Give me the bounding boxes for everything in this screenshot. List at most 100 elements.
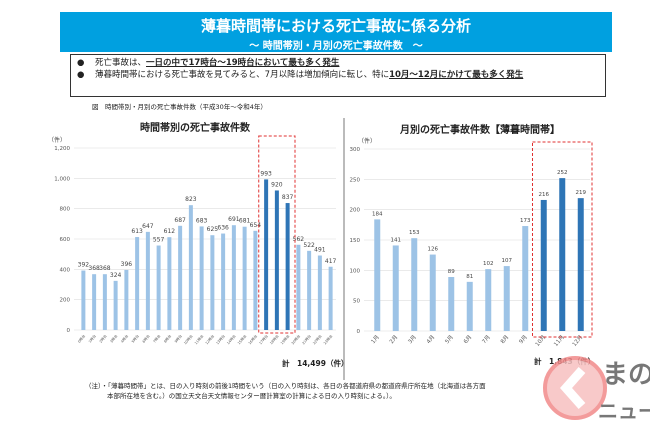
x-tick-label: 4時台 xyxy=(119,333,129,344)
bar xyxy=(328,266,333,330)
page-title: 薄暮時間帯における死亡事故に係る分析 xyxy=(200,17,471,35)
summary-box: 死亡事故は、一日の中で17時台～19時台において最も多く発生 薄暮時間帯における… xyxy=(70,54,606,97)
bar xyxy=(522,226,529,331)
page-header: 薄暮時間帯における死亡事故に係る分析 ～ 時間帯別・月別の死亡事故件数 ～ xyxy=(60,12,612,52)
data-label: 920 xyxy=(271,181,283,188)
bar xyxy=(485,269,492,331)
x-tick-label: 17時台 xyxy=(258,333,270,345)
data-label: 368 xyxy=(99,265,111,272)
x-tick-label: 16時台 xyxy=(247,333,259,345)
bullet-emphasis: 一日の中で17時台～19時台において最も多く発生 xyxy=(146,58,340,68)
bar xyxy=(242,226,247,330)
x-tick-label: 6月 xyxy=(462,334,473,345)
data-label: 613 xyxy=(131,228,143,235)
x-tick-label: 4月 xyxy=(425,334,436,345)
y-tick-label: 200 xyxy=(60,298,71,304)
x-tick-label: 5時台 xyxy=(130,333,140,344)
bar xyxy=(411,238,418,331)
bar xyxy=(92,274,97,330)
data-label: 683 xyxy=(196,217,208,224)
bullet-text: 死亡事故は、 xyxy=(95,58,147,68)
bar xyxy=(102,274,107,330)
data-label: 823 xyxy=(185,196,197,203)
highlight-box xyxy=(532,141,593,338)
x-tick-label: 12時台 xyxy=(204,333,216,345)
bar xyxy=(448,277,455,331)
x-tick-label: 1時台 xyxy=(87,333,97,344)
y-tick-label: 100 xyxy=(350,268,361,274)
data-label: 612 xyxy=(164,228,176,235)
x-tick-label: 5月 xyxy=(444,334,455,345)
data-label: 396 xyxy=(121,261,133,268)
bar xyxy=(81,270,86,330)
bar xyxy=(466,281,473,331)
bar xyxy=(221,233,226,330)
bar xyxy=(577,198,584,331)
bar xyxy=(231,225,236,330)
bar xyxy=(253,230,258,330)
x-tick-label: 3月 xyxy=(407,334,418,345)
y-tick-label: 0 xyxy=(357,329,361,335)
bullet-emphasis: 10月～12月にかけて最も多く発生 xyxy=(389,70,524,80)
x-tick-label: 19時台 xyxy=(279,333,291,345)
bar xyxy=(540,199,547,331)
data-label: 219 xyxy=(576,190,587,196)
data-label: 368 xyxy=(88,265,100,272)
bar xyxy=(392,245,399,331)
data-label: 89 xyxy=(448,269,455,275)
x-tick-label: 23時台 xyxy=(322,333,334,345)
data-label: 654 xyxy=(250,222,262,229)
data-label: 126 xyxy=(428,247,439,253)
bar xyxy=(374,219,381,331)
bar xyxy=(156,245,161,330)
data-label: 184 xyxy=(372,211,383,217)
bar xyxy=(210,235,215,330)
footnote: （注）・「薄暮時間帯」とは、日の入り時刻の前後1時間をいう（日の入り時刻は、各日… xyxy=(85,381,530,401)
y-axis-label: （件） xyxy=(358,137,376,145)
x-tick-label: 20時台 xyxy=(290,333,302,345)
footnote-line-1: （注）・「薄暮時間帯」とは、日の入り時刻の前後1時間をいう（日の入り時刻は、各日… xyxy=(85,382,486,390)
data-label: 141 xyxy=(391,237,402,243)
bar xyxy=(145,231,150,330)
data-label: 636 xyxy=(217,225,229,232)
y-tick-label: 1,000 xyxy=(54,176,70,182)
x-tick-label: 9時台 xyxy=(173,333,183,344)
x-tick-label: 10時台 xyxy=(182,333,194,345)
x-tick-label: 3時台 xyxy=(109,333,119,344)
x-tick-label: 7時台 xyxy=(152,333,162,344)
data-label: 107 xyxy=(502,258,513,264)
bar xyxy=(285,203,290,330)
y-tick-label: 1,200 xyxy=(54,146,70,152)
x-tick-label: 21時台 xyxy=(301,333,313,345)
bar xyxy=(274,190,279,330)
y-tick-label: 150 xyxy=(350,238,361,244)
y-axis-label: （件） xyxy=(48,136,66,144)
bar xyxy=(503,266,510,331)
bar xyxy=(429,254,436,331)
logo-mark-icon: まの ニュース xyxy=(543,356,650,423)
x-tick-label: 9月 xyxy=(518,334,529,345)
y-tick-label: 800 xyxy=(60,207,71,213)
footnote-line-2: 本部所在地を含む。）の国立天文台天文情報センター暦計算室の計算による日の入り時刻… xyxy=(107,392,396,400)
x-tick-label: 13時台 xyxy=(215,333,227,345)
data-label: 691 xyxy=(228,216,240,223)
bullet-1: 死亡事故は、一日の中で17時台～19時台において最も多く発生 xyxy=(77,57,599,69)
bullet-text: 薄暮時間帯における死亡事故を見てみると、7月以降は増加傾向に転じ、特に xyxy=(95,70,390,80)
y-tick-label: 50 xyxy=(353,299,360,305)
bar xyxy=(199,226,204,330)
svg-text:まの: まの xyxy=(602,360,650,390)
x-tick-label: 2月 xyxy=(388,334,399,345)
x-tick-label: 7月 xyxy=(481,334,492,345)
y-tick-label: 400 xyxy=(60,267,71,273)
highlight-box xyxy=(258,135,296,334)
x-tick-label: 2時台 xyxy=(98,333,108,344)
data-label: 102 xyxy=(483,261,494,267)
y-tick-label: 300 xyxy=(350,147,361,153)
bar xyxy=(307,250,312,330)
x-tick-label: 18時台 xyxy=(268,333,280,345)
x-tick-label: 8時台 xyxy=(162,333,172,344)
bar xyxy=(188,205,193,330)
figure-caption: 図 時間帯別・月別の死亡事故件数（平成30年～令和4年） xyxy=(92,103,267,111)
x-tick-label: 14時台 xyxy=(225,333,237,345)
bar xyxy=(317,255,322,330)
